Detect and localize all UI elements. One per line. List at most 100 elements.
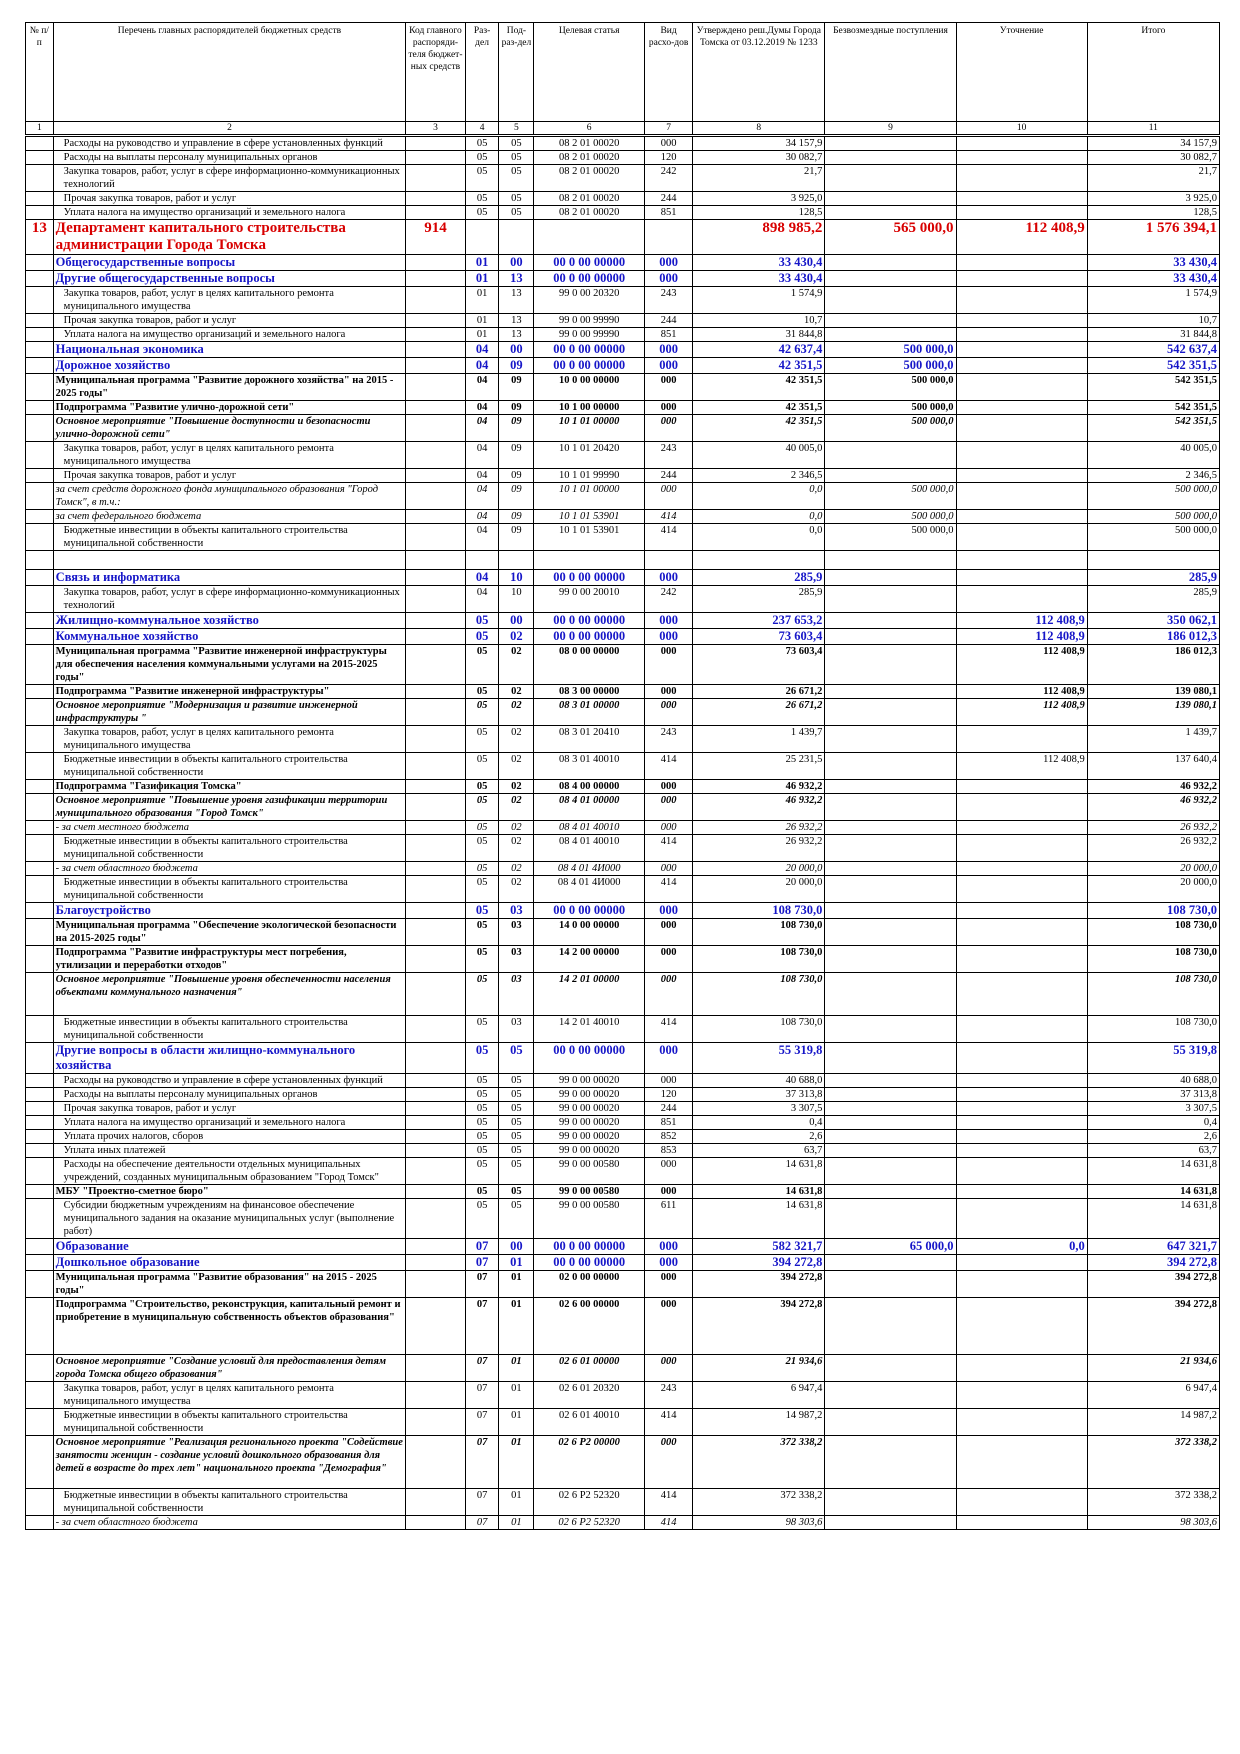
row-code	[405, 861, 466, 876]
row-subsection: 03	[498, 972, 535, 1016]
row-grants	[824, 270, 957, 287]
row-code	[405, 820, 466, 835]
row-total: 46 932,2	[1086, 793, 1221, 821]
row-code	[405, 752, 466, 780]
row-refine	[955, 793, 1088, 821]
col-number: 9	[824, 121, 957, 137]
row-expense-type: 414	[644, 1488, 694, 1516]
row-approved: 108 730,0	[692, 918, 826, 946]
row-subsection: 05	[498, 1087, 535, 1102]
row-subsection: 05	[498, 1101, 535, 1116]
row-expense-type: 000	[644, 918, 694, 946]
row-name: Другие вопросы в области жилищно-коммуна…	[52, 1042, 407, 1074]
col-number: 7	[644, 121, 694, 137]
row-name: Основное мероприятие "Повышение доступно…	[52, 414, 407, 442]
col-number: 8	[692, 121, 826, 137]
row-refine	[955, 875, 1088, 903]
row-grants	[824, 752, 957, 780]
row-grants	[824, 585, 957, 613]
row-total: 33 430,4	[1086, 270, 1221, 287]
row-approved: 63,7	[692, 1143, 826, 1158]
row-subsection: 05	[498, 1042, 535, 1074]
row-code	[405, 205, 466, 220]
row-total: 1 574,9	[1086, 286, 1221, 314]
row-name: Общегосударственные вопросы	[52, 254, 407, 271]
row-subsection: 13	[498, 327, 535, 342]
row-refine	[955, 373, 1088, 401]
row-approved: 1 574,9	[692, 286, 826, 314]
row-code	[405, 523, 466, 551]
row-section: 05	[464, 628, 500, 645]
row-refine	[955, 254, 1088, 271]
row-expense-type: 000	[644, 902, 694, 919]
row-approved: 0,0	[692, 523, 826, 551]
row-expense-type: 000	[644, 414, 694, 442]
row-subsection: 02	[498, 779, 535, 794]
row-expense-type: 000	[644, 684, 694, 699]
row-total: 500 000,0	[1086, 482, 1221, 510]
row-number	[25, 1198, 54, 1239]
row-name: Закупка товаров, работ, услуг в целях ка…	[52, 1381, 407, 1409]
row-subsection: 02	[498, 820, 535, 835]
row-total: 40 688,0	[1086, 1073, 1221, 1088]
table-row: Бюджетные инвестиции в объекты капитальн…	[25, 875, 1221, 903]
row-name: Закупка товаров, работ, услуг в целях ка…	[52, 725, 407, 753]
row-section: 05	[464, 1143, 500, 1158]
row-grants	[824, 972, 957, 1016]
row-grants	[824, 1101, 957, 1116]
row-approved: 34 157,9	[692, 135, 826, 151]
row-grants	[824, 902, 957, 919]
row-expense-type: 414	[644, 752, 694, 780]
row-refine	[955, 1270, 1088, 1298]
row-subsection: 09	[498, 400, 535, 415]
row-section: 05	[464, 945, 500, 973]
row-number: 13	[25, 219, 54, 255]
table-row: Бюджетные инвестиции в объекты капитальн…	[25, 752, 1221, 780]
row-subsection: 05	[498, 150, 535, 165]
row-approved: 2 346,5	[692, 468, 826, 483]
row-subsection: 01	[498, 1408, 535, 1436]
row-grants	[824, 918, 957, 946]
row-total: 1 576 394,1	[1086, 219, 1221, 255]
table-row: - за счет областного бюджета 05 02 08 4 01 …	[25, 861, 1221, 876]
row-expense-type: 243	[644, 1381, 694, 1409]
row-section: 07	[464, 1488, 500, 1516]
row-name: за счет федерального бюджета	[52, 509, 407, 524]
row-approved: 33 430,4	[692, 270, 826, 287]
row-target: 02 6 00 00000	[533, 1297, 646, 1355]
row-code	[405, 1488, 466, 1516]
col-number: 4	[464, 121, 500, 137]
row-code	[405, 628, 466, 645]
row-expense-type: 000	[644, 779, 694, 794]
row-target: 14 0 00 00000	[533, 918, 646, 946]
col-number: 3	[405, 121, 466, 137]
header-grants: Безвозмездные поступления	[824, 22, 957, 122]
row-grants	[824, 1297, 957, 1355]
row-code	[405, 698, 466, 726]
row-total: 500 000,0	[1086, 523, 1221, 551]
row-subsection: 01	[498, 1488, 535, 1516]
row-approved: 26 932,2	[692, 834, 826, 862]
row-refine	[955, 1129, 1088, 1144]
row-total: 21 934,6	[1086, 1354, 1221, 1382]
row-number	[25, 752, 54, 780]
row-approved: 42 351,5	[692, 400, 826, 415]
table-row: 13 Департамент капитального строительства…	[25, 219, 1221, 255]
row-name: Расходы на выплаты персоналу муниципальн…	[52, 150, 407, 165]
row-code: 914	[405, 219, 466, 255]
row-code	[405, 468, 466, 483]
row-refine	[955, 205, 1088, 220]
row-approved: 237 653,2	[692, 612, 826, 629]
row-number	[25, 400, 54, 415]
row-approved: 42 637,4	[692, 341, 826, 358]
row-expense-type: 243	[644, 725, 694, 753]
row-approved: 1 439,7	[692, 725, 826, 753]
row-expense-type: 000	[644, 612, 694, 629]
row-section: 05	[464, 820, 500, 835]
row-target: 99 0 00 00580	[533, 1157, 646, 1185]
row-refine	[955, 164, 1088, 192]
row-target	[533, 219, 646, 255]
row-total: 394 272,8	[1086, 1270, 1221, 1298]
row-grants: 500 000,0	[824, 509, 957, 524]
row-section: 05	[464, 612, 500, 629]
